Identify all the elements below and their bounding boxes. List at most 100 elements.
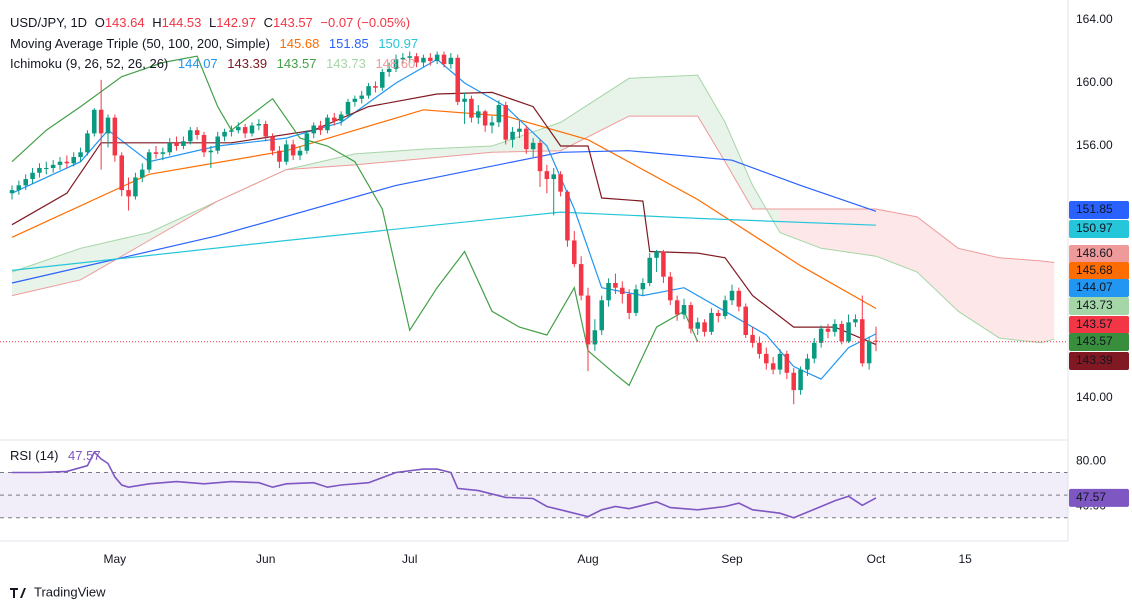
cloud-fill: [423, 145, 492, 159]
cloud-fill: [629, 75, 698, 117]
candle-body: [462, 98, 467, 102]
candle-body: [654, 251, 659, 258]
candle-body: [16, 185, 22, 191]
candle-body: [92, 109, 97, 134]
y-tick-label: 140.00: [1076, 390, 1113, 404]
candle-body: [798, 369, 803, 391]
candle-body: [352, 98, 358, 102]
candle-body: [297, 150, 303, 156]
price-badge-label: 150.97: [1076, 221, 1113, 235]
ma-name: Moving Average Triple (50, 100, 200, Sim…: [10, 36, 270, 51]
candle-body: [338, 114, 344, 121]
candle-body: [242, 127, 248, 134]
x-tick-label: 15: [958, 552, 972, 566]
candle-body: [770, 363, 776, 370]
span-b-line: [11, 115, 1055, 297]
candle-body: [373, 86, 378, 88]
price-badge: [1069, 279, 1129, 297]
candle-body: [448, 57, 454, 65]
price-badge: [1069, 352, 1129, 370]
candle-body: [640, 282, 646, 290]
candle-body: [674, 300, 680, 315]
cloud-fill: [725, 122, 753, 209]
price-badge: [1069, 333, 1129, 351]
candle-body: [592, 330, 598, 345]
close: 143.57: [273, 15, 313, 30]
indicator-line: [11, 91, 877, 346]
candle-body: [812, 342, 817, 359]
candle-body: [688, 305, 694, 329]
candle-body: [57, 161, 63, 165]
candle-body: [606, 282, 611, 301]
candle-body: [661, 251, 666, 277]
ma-value: 151.85: [329, 36, 369, 51]
cloud-fill: [999, 257, 1041, 343]
candle-body: [846, 322, 851, 342]
candle-body: [503, 105, 508, 140]
candle-body: [400, 57, 406, 60]
candle-body: [517, 128, 522, 132]
candle-body: [414, 56, 419, 63]
price-badge-label: 144.07: [1076, 280, 1113, 294]
price-badge: [1069, 297, 1129, 315]
indicator-line: [11, 55, 699, 387]
candle-body: [407, 56, 412, 58]
candle-body: [140, 169, 145, 178]
x-tick-label: May: [104, 552, 127, 566]
candle-body: [37, 168, 42, 173]
candle-body: [325, 117, 330, 131]
candle-body: [668, 276, 673, 301]
candle-body: [510, 131, 515, 140]
candle-body: [98, 109, 104, 134]
candle-body: [791, 372, 796, 391]
candle-body: [839, 323, 844, 342]
candle-body: [572, 240, 577, 265]
candle-body: [112, 117, 118, 156]
candle-body: [256, 123, 262, 126]
y-tick-label: 164.00: [1076, 12, 1113, 26]
price-badge: [1069, 316, 1129, 334]
change: −0.07 (−0.05%): [320, 15, 410, 30]
price-badge: [1069, 201, 1129, 219]
candle-body: [469, 98, 474, 118]
candle-body: [866, 341, 872, 364]
candle-body: [194, 130, 200, 135]
candle-body: [188, 130, 193, 142]
ichimoku-value: 143.39: [227, 56, 267, 71]
ichimoku-value: 148.60: [375, 56, 415, 71]
candle-body: [174, 142, 179, 146]
price-badge-label: 143.57: [1076, 317, 1113, 331]
candle-body: [784, 353, 790, 373]
rsi-title: RSI (14): [10, 448, 58, 463]
candle-body: [153, 152, 159, 154]
candle-body: [873, 340, 879, 342]
candle-body: [818, 328, 824, 343]
candle-body: [496, 105, 502, 123]
candle-body: [380, 71, 385, 88]
candle-body: [167, 142, 172, 153]
candle-body: [558, 174, 563, 192]
candle-body: [146, 152, 152, 170]
candle-body: [270, 136, 275, 151]
candle-body: [359, 95, 364, 99]
price-badge-label: 148.60: [1076, 246, 1113, 260]
candle-body: [181, 141, 186, 146]
candle-body: [702, 322, 707, 332]
cloud-fill: [780, 208, 822, 249]
candle-body: [482, 111, 488, 126]
y-tick-label: 156.00: [1076, 138, 1113, 152]
cloud-fill: [1040, 260, 1055, 343]
rsi-legend: RSI (14) 47.57: [10, 448, 101, 463]
cloud-fill: [958, 248, 1000, 339]
candle-body: [133, 177, 138, 197]
price-badge: [1069, 262, 1129, 280]
candle-body: [476, 111, 481, 118]
candle-body: [599, 300, 604, 331]
o-label: O: [95, 15, 105, 30]
cloud-fill: [697, 75, 726, 162]
candle-body: [304, 133, 310, 151]
high: 144.53: [162, 15, 202, 30]
candle-body: [23, 179, 28, 186]
